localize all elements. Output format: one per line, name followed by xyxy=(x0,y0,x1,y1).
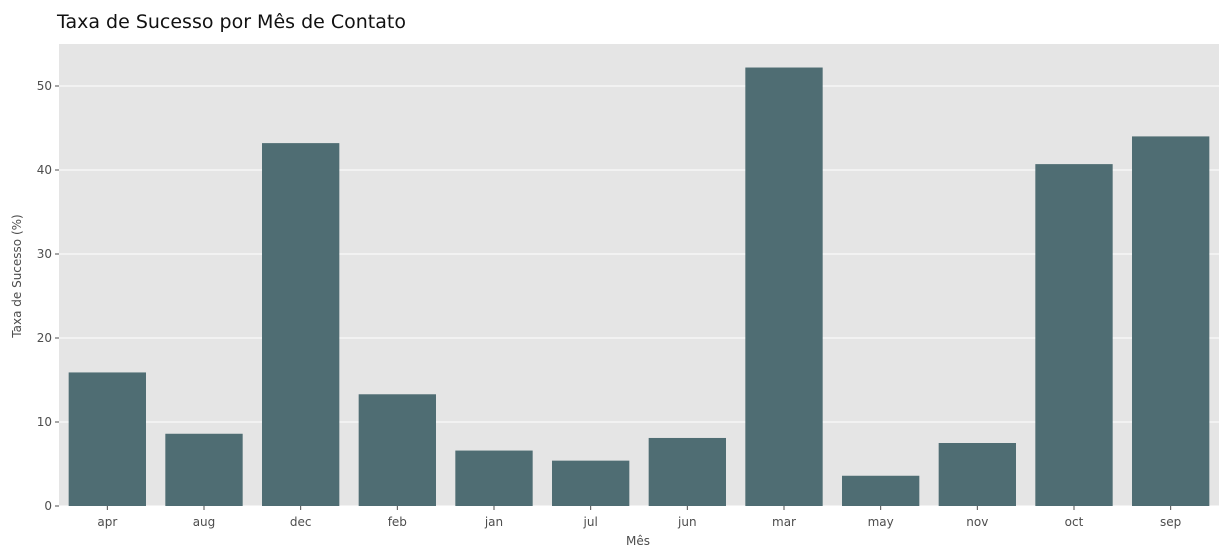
plot-area xyxy=(59,44,1219,506)
x-tick-label: jan xyxy=(484,515,503,529)
x-tick-label: nov xyxy=(966,515,988,529)
bar-feb xyxy=(358,394,436,506)
x-axis-label: Mês xyxy=(626,534,650,548)
bars xyxy=(68,67,1210,507)
chart-title: Taxa de Sucesso por Mês de Contato xyxy=(56,11,406,33)
y-tick-label: 30 xyxy=(37,247,52,261)
x-tick-label: may xyxy=(868,515,894,529)
x-axis: apr aug dec feb jan jul jun mar may nov oct sep xyxy=(97,506,1181,529)
bar-jan xyxy=(455,450,533,506)
bar-mar xyxy=(745,67,823,507)
x-tick-label: sep xyxy=(1160,515,1181,529)
y-tick-label: 10 xyxy=(37,415,52,429)
bar-sep xyxy=(1132,136,1210,506)
y-tick-label: 40 xyxy=(37,163,52,177)
bar-nov xyxy=(938,443,1016,506)
x-tick-label: dec xyxy=(290,515,312,529)
bar-jun xyxy=(648,437,726,506)
x-tick-label: jun xyxy=(677,515,697,529)
bar-jul xyxy=(552,460,630,506)
y-axis: 0 10 20 30 40 50 xyxy=(37,79,59,513)
gridlines xyxy=(59,85,1219,507)
y-tick-label: 20 xyxy=(37,331,52,345)
x-tick-label: apr xyxy=(97,515,117,529)
bar-dec xyxy=(262,143,340,506)
y-axis-label: Taxa de Sucesso (%) xyxy=(10,214,24,338)
x-tick-label: mar xyxy=(772,515,796,529)
x-tick-label: feb xyxy=(388,515,407,529)
bar-oct xyxy=(1035,164,1113,506)
x-tick-label: aug xyxy=(193,515,216,529)
x-tick-label: jul xyxy=(583,515,598,529)
x-tick-label: oct xyxy=(1065,515,1084,529)
y-tick-label: 50 xyxy=(37,79,52,93)
y-tick-label: 0 xyxy=(44,499,52,513)
bar-may xyxy=(842,475,920,506)
bar-apr xyxy=(68,372,146,506)
bar-aug xyxy=(165,433,243,506)
